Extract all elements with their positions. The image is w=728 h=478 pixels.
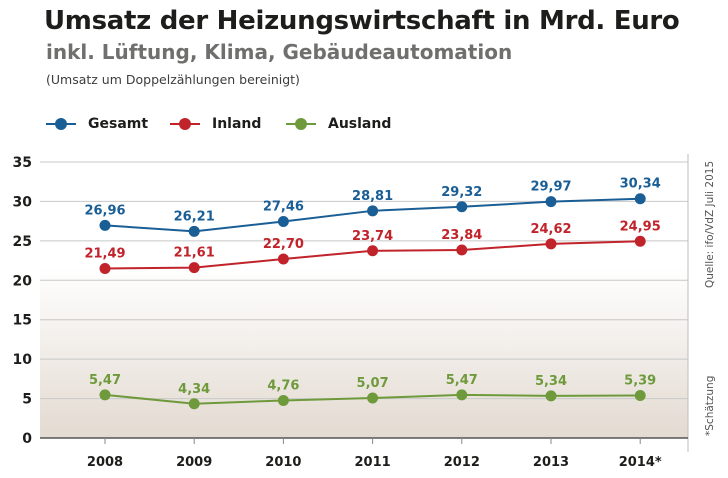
data-label: 5,39 <box>624 373 656 388</box>
data-label: 30,34 <box>620 177 661 192</box>
data-label: 21,61 <box>174 246 215 261</box>
data-point <box>367 205 379 217</box>
y-tick-label: 25 <box>13 234 32 250</box>
data-point <box>634 235 646 247</box>
x-tick-label: 2009 <box>176 455 212 470</box>
x-tick-label: 2014* <box>619 455 662 470</box>
data-point <box>99 263 111 275</box>
x-tick-label: 2013 <box>533 455 569 470</box>
data-point <box>277 253 289 265</box>
data-point <box>188 225 200 237</box>
data-label: 29,32 <box>441 185 482 200</box>
data-point <box>188 398 200 410</box>
data-label: 4,34 <box>178 382 210 397</box>
y-tick-label: 35 <box>13 155 32 171</box>
data-label: 23,84 <box>441 228 482 243</box>
legend-gesamt: Gesamt <box>46 116 148 132</box>
data-point <box>367 245 379 257</box>
y-tick-label: 20 <box>13 273 33 289</box>
legend-inland: Inland <box>170 116 261 132</box>
data-label: 5,47 <box>89 373 121 388</box>
data-label: 23,74 <box>352 229 393 244</box>
x-tick-label: 2008 <box>87 455 123 470</box>
data-point <box>545 196 557 208</box>
chart-title: Umsatz der Heizungswirtschaft in Mrd. Eu… <box>44 6 680 36</box>
y-tick-label: 15 <box>13 313 32 329</box>
data-point <box>456 244 468 256</box>
y-tick-label: 0 <box>22 431 32 447</box>
y-tick-label: 10 <box>13 352 33 368</box>
data-point <box>634 389 646 401</box>
source-label: Quelle: ifo/VdZ Juli 2015 <box>704 161 716 288</box>
data-label: 24,95 <box>620 219 661 234</box>
data-point <box>99 389 111 401</box>
x-tick-label: 2010 <box>265 455 301 470</box>
data-point <box>99 219 111 231</box>
data-point <box>367 392 379 404</box>
data-label: 26,21 <box>174 209 215 224</box>
data-label: 5,34 <box>535 374 567 389</box>
data-label: 5,47 <box>446 373 478 388</box>
data-label: 4,76 <box>267 378 299 393</box>
data-point <box>456 389 468 401</box>
x-tick-label: 2011 <box>355 455 391 470</box>
data-label: 5,07 <box>357 376 389 391</box>
data-point <box>456 201 468 213</box>
data-point <box>545 390 557 402</box>
chart-subtitle: inkl. Lüftung, Klima, Gebäudeautomation <box>46 40 513 64</box>
x-tick-label: 2012 <box>444 455 480 470</box>
y-tick-label: 5 <box>22 392 32 408</box>
data-point <box>277 394 289 406</box>
y-tick-label: 30 <box>13 194 33 210</box>
data-label: 21,49 <box>84 247 125 262</box>
data-point <box>188 262 200 274</box>
data-label: 26,96 <box>84 203 125 218</box>
data-label: 22,70 <box>263 237 304 252</box>
data-label: 27,46 <box>263 199 304 214</box>
data-point <box>634 193 646 205</box>
data-label: 24,62 <box>530 222 571 237</box>
data-label: 29,97 <box>530 180 571 195</box>
data-point <box>277 215 289 227</box>
legend-ausland: Ausland <box>286 116 391 132</box>
footnote-label: *Schätzung <box>704 376 716 436</box>
data-label: 28,81 <box>352 189 393 204</box>
data-point <box>545 238 557 250</box>
chart-note: (Umsatz um Doppelzählungen bereinigt) <box>46 72 300 87</box>
